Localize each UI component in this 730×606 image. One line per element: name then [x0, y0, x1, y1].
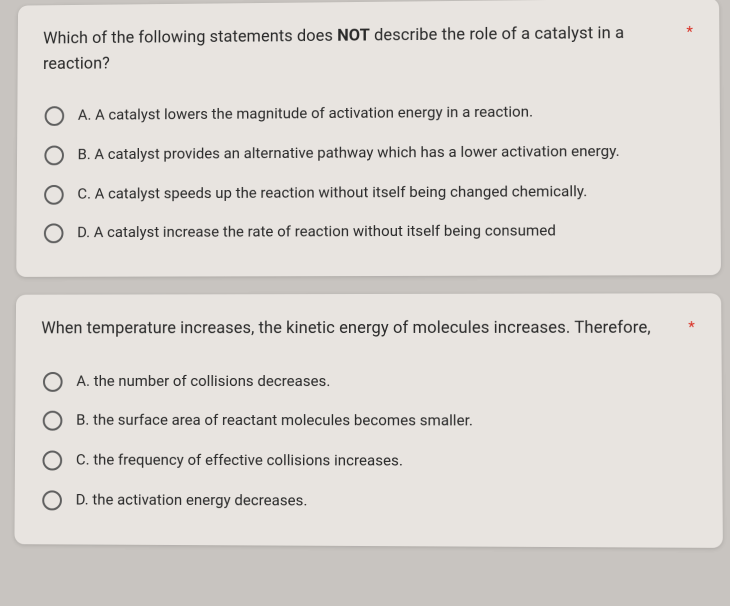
- question-card-2: When temperature increases, the kinetic …: [14, 293, 722, 547]
- question-text: Which of the following statements does N…: [43, 21, 673, 77]
- question-header: When temperature increases, the kinetic …: [41, 316, 695, 342]
- question-card-1: Which of the following statements does N…: [16, 0, 721, 277]
- option-label: A. A catalyst lowers the magnitude of ac…: [78, 102, 533, 127]
- option-label: D. A catalyst increase the rate of react…: [77, 221, 556, 244]
- option-c[interactable]: C. A catalyst speeds up the reaction wit…: [42, 171, 694, 214]
- option-b[interactable]: B. the surface area of reactant molecule…: [41, 401, 696, 442]
- option-d[interactable]: D. A catalyst increase the rate of react…: [42, 211, 695, 253]
- options-list: A. the number of collisions decreases. B…: [40, 362, 696, 523]
- question-text-pre: When temperature increases, the kinetic …: [41, 319, 651, 339]
- required-marker: *: [686, 22, 693, 40]
- radio-icon[interactable]: [43, 372, 63, 392]
- radio-icon[interactable]: [42, 490, 62, 510]
- option-label: D. the activation energy decreases.: [76, 489, 308, 512]
- option-c[interactable]: C. the frequency of effective collisions…: [40, 441, 695, 483]
- radio-icon[interactable]: [44, 145, 64, 165]
- radio-icon[interactable]: [43, 411, 63, 431]
- option-label: C. the frequency of effective collisions…: [76, 450, 403, 473]
- option-b[interactable]: B. A catalyst provides an alternative pa…: [42, 131, 694, 174]
- radio-icon[interactable]: [42, 451, 62, 471]
- option-label: B. A catalyst provides an alternative pa…: [78, 141, 620, 166]
- option-label: C. A catalyst speeds up the reaction wit…: [77, 181, 587, 205]
- radio-icon[interactable]: [44, 184, 64, 204]
- radio-icon[interactable]: [45, 106, 65, 126]
- required-marker: *: [688, 318, 695, 336]
- question-text: When temperature increases, the kinetic …: [41, 316, 674, 342]
- radio-icon[interactable]: [44, 224, 64, 244]
- option-a[interactable]: A. the number of collisions decreases.: [41, 362, 695, 402]
- question-header: Which of the following statements does N…: [43, 20, 693, 77]
- question-text-bold: NOT: [337, 27, 370, 46]
- option-a[interactable]: A. A catalyst lowers the magnitude of ac…: [43, 92, 694, 136]
- option-d[interactable]: D. the activation energy decreases.: [40, 480, 696, 523]
- option-label: A. the number of collisions decreases.: [76, 371, 330, 393]
- option-label: B. the surface area of reactant molecule…: [76, 410, 473, 432]
- options-list: A. A catalyst lowers the magnitude of ac…: [42, 92, 695, 254]
- question-text-pre: Which of the following statements does: [43, 27, 337, 49]
